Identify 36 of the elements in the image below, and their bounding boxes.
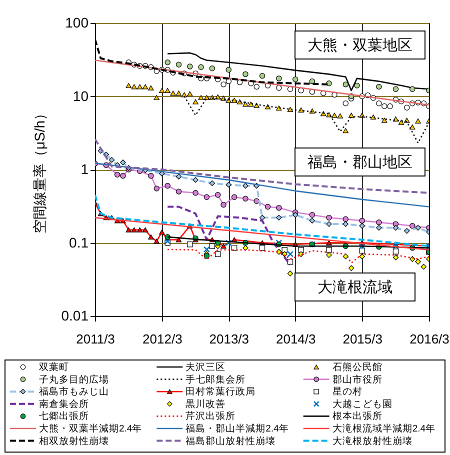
x-tick-label: 2012/3	[142, 332, 182, 346]
legend-label: 福島郡山放射性崩壊	[186, 434, 276, 447]
legend-label: 大滝根放射性崩壊	[332, 434, 412, 447]
legend-label: 相双放射性崩壊	[39, 434, 109, 447]
legend-label: 南倉集会所	[39, 398, 89, 410]
legend-label: 郡山市役所	[332, 373, 382, 386]
legend-label: 黒川改善	[186, 398, 226, 410]
legend-label: 大熊・双葉半減期2.4年	[39, 422, 142, 434]
legend-label: 石熊公民館	[332, 361, 382, 373]
annotation: 大滝根流域	[318, 279, 392, 296]
legend-label: 星の村	[332, 386, 362, 398]
y-tick-label: 10	[72, 88, 89, 104]
legend-label: 福島市もみじ山	[39, 386, 109, 398]
y-tick-label: 100	[65, 14, 89, 30]
legend-label: 大越こども園	[332, 398, 392, 410]
annotation: 大熊・双葉地区	[308, 37, 412, 54]
y-axis-title: 空間線量率（μS/h）	[31, 106, 48, 234]
legend-label: 双葉町	[39, 361, 69, 373]
legend-label: 七郷出張所	[39, 410, 89, 422]
legend-label: 手七郎集会所	[186, 373, 246, 386]
y-tick-label: 0.1	[69, 234, 89, 250]
legend-label: 根本出張所	[332, 410, 382, 422]
legend-label: 夫沢三区	[186, 361, 226, 373]
y-tick-label: 0.01	[61, 308, 89, 324]
legend-label: 田村常葉行政局	[186, 386, 256, 398]
x-tick-label: 2015/3	[342, 332, 382, 346]
legend-label: 大滝根流域半減期2.4年	[332, 422, 436, 434]
legend-label: 子丸多目的広場	[39, 373, 109, 386]
x-tick-label: 2014/3	[276, 332, 316, 346]
x-tick-label: 2016/3	[410, 332, 450, 346]
annotation: 福島・郡山地区	[308, 154, 412, 171]
legend-label: 芹沢出張所	[186, 410, 236, 422]
x-tick-label: 2011/3	[76, 332, 115, 346]
y-tick-label: 1	[80, 161, 89, 177]
x-tick-label: 2013/3	[209, 332, 250, 346]
legend-label: 福島・郡山半減期2.4年	[186, 422, 289, 434]
